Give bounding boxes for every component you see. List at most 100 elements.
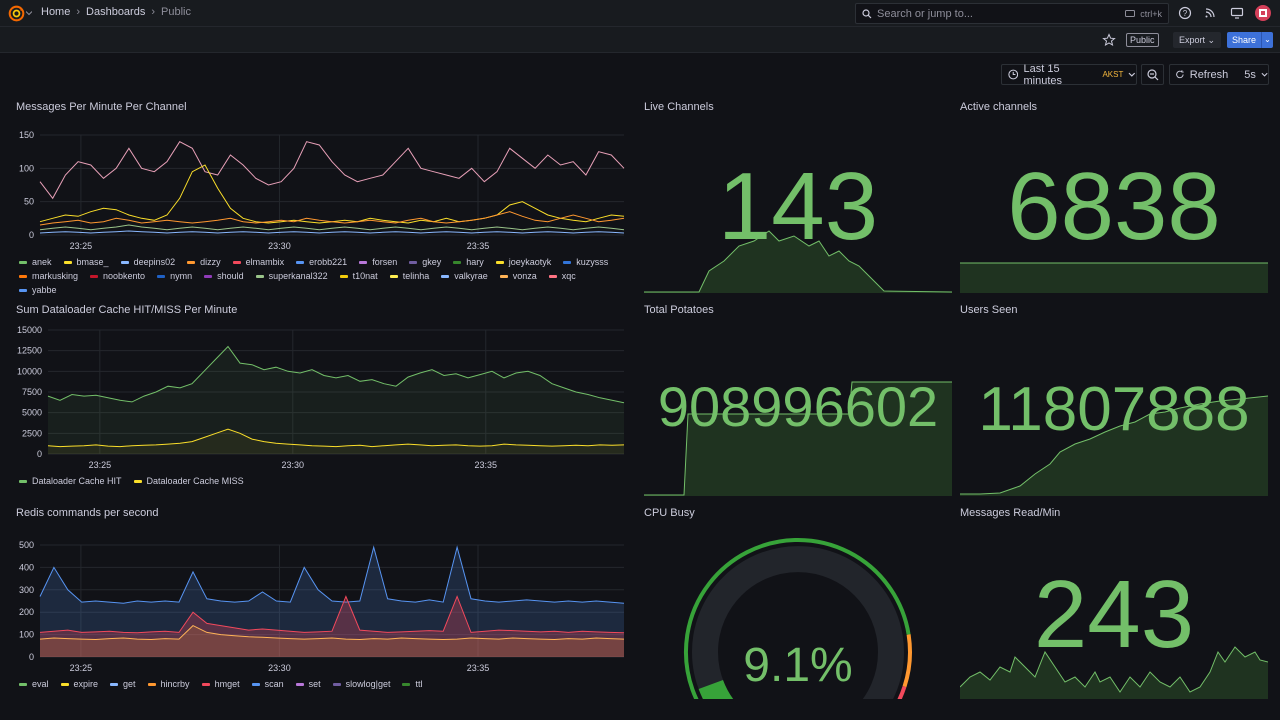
legend-swatch bbox=[204, 274, 213, 278]
time-range-picker[interactable]: Last 15 minutes AKST bbox=[1001, 63, 1137, 87]
series-line-scan[interactable] bbox=[39, 545, 625, 604]
legend-label: hmget bbox=[214, 679, 240, 689]
legend-item[interactable]: telinha bbox=[389, 271, 429, 281]
legend-item[interactable]: vonza bbox=[499, 271, 537, 281]
x-tick-label: 23:30 bbox=[268, 241, 291, 251]
search-input[interactable]: Search or jump to... ctrl+k bbox=[855, 3, 1169, 24]
legend-item[interactable]: markusking bbox=[19, 271, 78, 281]
legend-swatch bbox=[359, 260, 368, 264]
series-line-Dataloader Cache HIT[interactable] bbox=[47, 345, 625, 404]
legend-item[interactable]: t10nat bbox=[339, 271, 378, 281]
legend-item[interactable]: erobb221 bbox=[296, 257, 347, 267]
news-feed-icon[interactable] bbox=[1203, 6, 1217, 20]
legend-item[interactable]: joeykaotyk bbox=[495, 257, 552, 267]
refresh-button[interactable]: Refresh 5s bbox=[1169, 64, 1269, 85]
legend-item[interactable]: eval bbox=[19, 679, 49, 689]
chevron-down-icon[interactable] bbox=[26, 11, 32, 16]
legend-item[interactable]: Dataloader Cache MISS bbox=[133, 476, 244, 486]
legend-item[interactable]: bmase_ bbox=[63, 257, 109, 267]
legend-item[interactable]: xqc bbox=[548, 271, 576, 281]
legend-item[interactable]: Dataloader Cache HIT bbox=[19, 476, 122, 486]
legend-swatch bbox=[332, 682, 341, 686]
legend-item[interactable]: hary bbox=[453, 257, 484, 267]
cache-legend: Dataloader Cache HIT Dataloader Cache MIS… bbox=[19, 476, 619, 486]
messages-read-value: 243 bbox=[1033, 561, 1195, 668]
legend-item[interactable]: nymn bbox=[157, 271, 192, 281]
legend-item[interactable]: slowlog|get bbox=[332, 679, 390, 689]
panel-title: Active channels bbox=[960, 101, 1038, 113]
zoom-out-button[interactable] bbox=[1141, 64, 1164, 85]
help-icon[interactable]: ? bbox=[1178, 6, 1192, 20]
y-tick-label: 400 bbox=[19, 562, 34, 572]
cpu-busy-value: 9.1% bbox=[743, 639, 853, 692]
legend-item[interactable]: deepins02 bbox=[120, 257, 175, 267]
legend-item[interactable]: set bbox=[295, 679, 321, 689]
legend-item[interactable]: gkey bbox=[409, 257, 441, 267]
legend-item[interactable]: elmambix bbox=[232, 257, 284, 267]
legend-item[interactable]: valkyrae bbox=[441, 271, 488, 281]
series-area-get bbox=[40, 625, 624, 657]
breadcrumb-dashboards[interactable]: Dashboards bbox=[86, 6, 146, 18]
series-line-hmget[interactable] bbox=[39, 595, 625, 634]
legend-item[interactable]: expire bbox=[60, 679, 99, 689]
legend-item[interactable]: noobkento bbox=[90, 271, 145, 281]
share-button[interactable]: Share bbox=[1227, 32, 1262, 48]
star-icon[interactable] bbox=[1102, 33, 1116, 47]
series-line-anek[interactable] bbox=[39, 224, 625, 231]
legend-item[interactable]: hincrby bbox=[147, 679, 190, 689]
total-potatoes-sparkline bbox=[644, 381, 952, 496]
legend-item[interactable]: scan bbox=[251, 679, 284, 689]
refresh-interval-select[interactable]: 5s bbox=[1244, 68, 1256, 81]
legend-item[interactable]: get bbox=[110, 679, 136, 689]
legend-item[interactable]: anek bbox=[19, 257, 52, 267]
series-line-bmase_[interactable] bbox=[39, 164, 625, 224]
user-avatar[interactable] bbox=[1255, 5, 1271, 21]
redis-chart: 0 100 200 300 400 500 23:25 23:30 23:35 bbox=[19, 540, 625, 673]
messages-chart: 0 50 100 150 23:25 23:30 23:35 bbox=[19, 130, 625, 251]
dashboard-toolbar bbox=[0, 27, 1280, 53]
series-area-hmget bbox=[40, 596, 624, 657]
redis-legend: eval expire get hincrby hmget scan set slowlog|… bbox=[19, 679, 619, 689]
legend-item[interactable]: superkanal322 bbox=[255, 271, 328, 281]
legend-label: joeykaotyk bbox=[508, 257, 552, 267]
legend-swatch bbox=[441, 274, 450, 278]
legend-swatch bbox=[548, 274, 557, 278]
y-tick-label: 5000 bbox=[22, 408, 42, 418]
legend-item[interactable]: kuzysss bbox=[563, 257, 608, 267]
series-line-get[interactable] bbox=[39, 624, 625, 641]
legend-label: expire bbox=[73, 679, 99, 689]
gauge-track bbox=[692, 546, 904, 699]
legend-swatch bbox=[133, 479, 142, 483]
export-button[interactable]: Export ⌄ bbox=[1173, 32, 1222, 48]
y-tick-label: 2500 bbox=[22, 428, 42, 438]
share-dropdown-icon[interactable]: ⌄ bbox=[1261, 32, 1273, 48]
y-tick-label: 0 bbox=[29, 652, 34, 662]
legend-label: should bbox=[217, 271, 244, 281]
legend-item[interactable]: forsen bbox=[359, 257, 397, 267]
public-badge: Public bbox=[1126, 33, 1159, 47]
series-line-Dataloader Cache MISS[interactable] bbox=[47, 428, 625, 448]
legend-item[interactable]: hmget bbox=[201, 679, 240, 689]
legend-item[interactable]: dizzy bbox=[187, 257, 221, 267]
panel-title: Live Channels bbox=[644, 101, 714, 113]
legend-swatch bbox=[60, 682, 69, 686]
refresh-label: Refresh bbox=[1189, 68, 1229, 81]
legend-swatch bbox=[63, 260, 72, 264]
legend-swatch bbox=[187, 260, 196, 264]
legend-swatch bbox=[251, 682, 260, 686]
legend-item[interactable]: should bbox=[204, 271, 244, 281]
series-line-dizzy[interactable] bbox=[39, 211, 625, 226]
legend-label: t10nat bbox=[352, 271, 378, 281]
x-tick-label: 23:35 bbox=[474, 460, 497, 470]
panel-title: Total Potatoes bbox=[644, 304, 714, 316]
users-seen-sparkline bbox=[960, 395, 1268, 496]
legend-item[interactable]: ttl bbox=[402, 679, 423, 689]
series-line-deepins02[interactable] bbox=[39, 230, 625, 234]
legend-swatch bbox=[453, 260, 462, 264]
legend-item[interactable]: yabbe bbox=[19, 285, 57, 295]
breadcrumb-home[interactable]: Home bbox=[41, 6, 71, 18]
series-line-xqc[interactable] bbox=[39, 141, 625, 200]
search-icon bbox=[862, 8, 872, 18]
grafana-logo-icon[interactable] bbox=[8, 5, 25, 22]
tv-mode-icon[interactable] bbox=[1230, 6, 1244, 20]
